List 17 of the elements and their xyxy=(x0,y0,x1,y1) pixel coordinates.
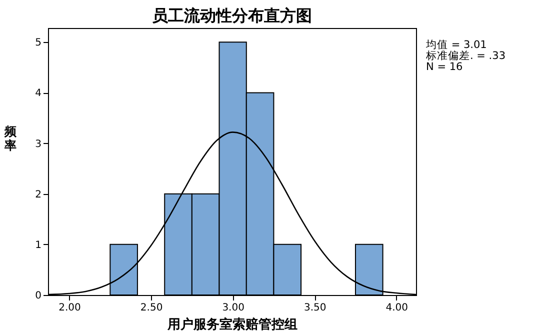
x-tick-label: 2.00 xyxy=(58,302,81,314)
x-tick-label: 3.50 xyxy=(304,302,326,314)
y-tick-label: 4 xyxy=(35,88,42,100)
text: N = 16 xyxy=(426,61,464,73)
x-tick-label: 2.50 xyxy=(140,302,163,314)
x-tick-label: 3.00 xyxy=(222,302,244,314)
y-tick-label: 2 xyxy=(35,189,42,200)
y-tick-label: 0 xyxy=(35,290,42,302)
y-axis-title: 频率 xyxy=(4,124,18,152)
text: 标准偏差. = .33 xyxy=(425,49,506,62)
chart-title: 员工流动性分布直方图 xyxy=(152,6,312,25)
y-tick-label: 5 xyxy=(35,38,42,49)
y-tick-label: 1 xyxy=(35,240,42,251)
y-tick-label: 3 xyxy=(35,138,42,150)
x-axis-title: 用户服务室索赔管控组 xyxy=(166,316,298,332)
text: 均值 = 3.01 xyxy=(425,39,487,51)
x-tick-label: 4.00 xyxy=(386,302,408,314)
